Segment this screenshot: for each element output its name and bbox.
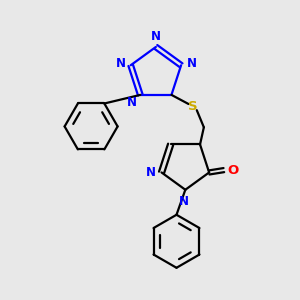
Text: N: N [151,29,161,43]
Text: N: N [116,57,125,70]
Text: S: S [188,100,197,112]
Text: O: O [227,164,239,177]
Text: N: N [179,195,189,208]
Text: N: N [127,96,137,110]
Text: N: N [186,57,197,70]
Text: N: N [146,166,156,179]
